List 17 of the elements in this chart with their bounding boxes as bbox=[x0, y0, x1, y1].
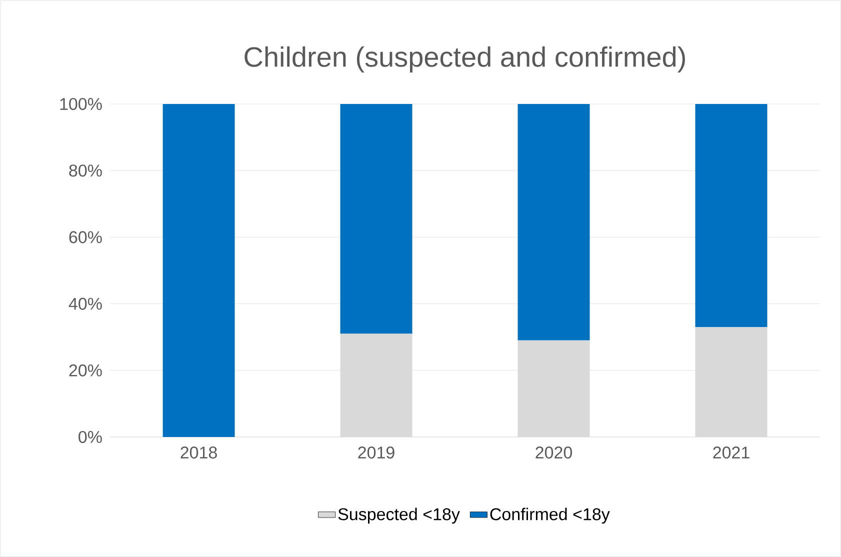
x-tick-label: 2019 bbox=[358, 446, 394, 459]
x-tick-label: 2020 bbox=[536, 446, 572, 459]
legend-label: Confirmed <18y bbox=[490, 508, 610, 524]
y-tick-label: 80% bbox=[69, 164, 102, 177]
y-tick-label: 60% bbox=[69, 231, 102, 244]
y-tick-label: 40% bbox=[68, 298, 102, 310]
x-tick-label: 2021 bbox=[713, 446, 750, 459]
y-tick-label: 100% bbox=[60, 98, 102, 110]
bar bbox=[695, 104, 768, 328]
x-tick-label: 2018 bbox=[180, 446, 217, 459]
chart-title: Children (suspected and confirmed) bbox=[244, 46, 685, 72]
bar bbox=[340, 104, 412, 334]
y-tick-label: 0% bbox=[78, 430, 102, 444]
bar bbox=[162, 104, 235, 437]
bar bbox=[518, 104, 590, 340]
legend-label: Suspected <18y bbox=[338, 508, 460, 524]
y-tick-label: 20% bbox=[69, 364, 102, 376]
